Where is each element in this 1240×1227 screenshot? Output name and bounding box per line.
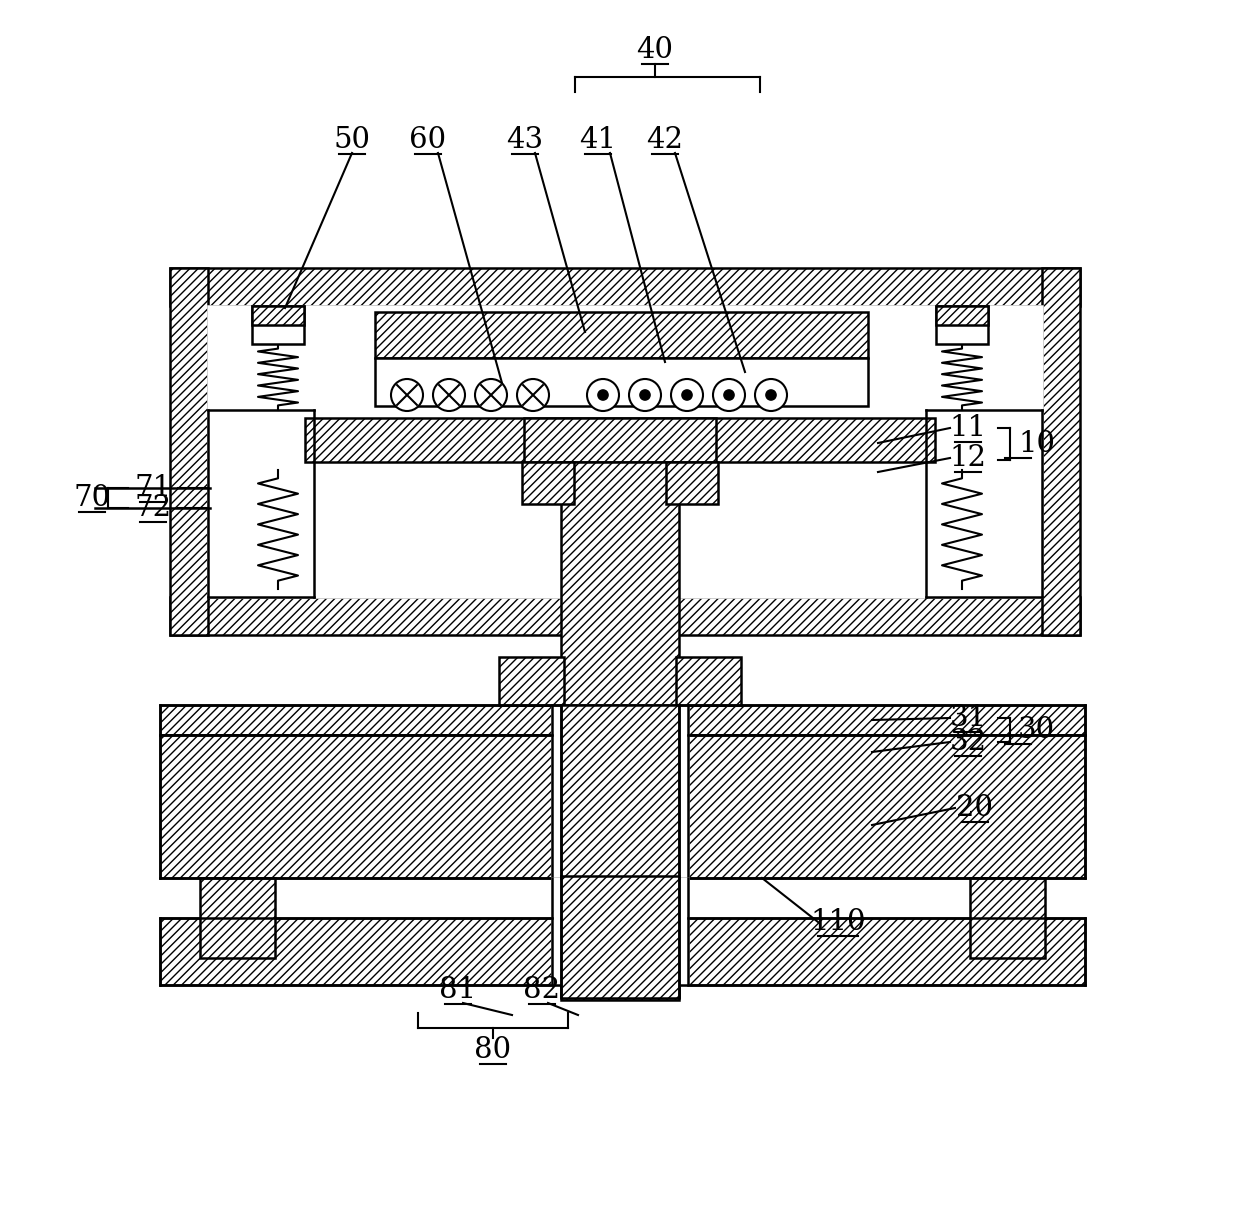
Circle shape	[755, 379, 787, 411]
Text: 82: 82	[523, 975, 560, 1004]
Circle shape	[724, 390, 734, 400]
Text: 32: 32	[950, 728, 987, 756]
Circle shape	[598, 390, 608, 400]
Circle shape	[766, 390, 776, 400]
Polygon shape	[560, 706, 680, 879]
Text: 80: 80	[475, 1036, 512, 1064]
Polygon shape	[170, 267, 1080, 306]
Text: 30: 30	[1018, 717, 1055, 744]
Text: 20: 20	[956, 794, 993, 822]
Polygon shape	[936, 306, 988, 344]
Circle shape	[517, 379, 549, 411]
Polygon shape	[305, 418, 935, 463]
Text: 43: 43	[506, 126, 543, 155]
Text: 12: 12	[950, 444, 987, 472]
Polygon shape	[666, 463, 718, 504]
Text: 50: 50	[334, 126, 371, 155]
Polygon shape	[208, 306, 1042, 598]
Polygon shape	[552, 706, 688, 879]
Polygon shape	[552, 879, 688, 985]
Polygon shape	[160, 918, 1085, 985]
Polygon shape	[525, 418, 715, 463]
Text: 41: 41	[579, 126, 616, 155]
Text: 11: 11	[950, 413, 987, 442]
Text: 110: 110	[810, 908, 866, 936]
Circle shape	[640, 390, 650, 400]
Polygon shape	[170, 598, 1080, 636]
Circle shape	[671, 379, 703, 411]
Polygon shape	[560, 463, 680, 1000]
Polygon shape	[970, 879, 1045, 958]
Polygon shape	[560, 876, 680, 998]
Text: 81: 81	[439, 975, 476, 1004]
Polygon shape	[498, 656, 564, 706]
Polygon shape	[160, 706, 1085, 735]
Polygon shape	[1042, 267, 1080, 636]
Polygon shape	[252, 306, 304, 325]
Circle shape	[682, 390, 692, 400]
Polygon shape	[936, 306, 988, 325]
Text: 70: 70	[73, 483, 110, 512]
Circle shape	[629, 379, 661, 411]
Circle shape	[587, 379, 619, 411]
Text: 72: 72	[134, 494, 171, 521]
Polygon shape	[252, 306, 304, 344]
Circle shape	[475, 379, 507, 411]
Text: 40: 40	[636, 36, 673, 64]
Circle shape	[713, 379, 745, 411]
Text: 42: 42	[646, 126, 683, 155]
Text: 60: 60	[409, 126, 446, 155]
Text: 10: 10	[1018, 429, 1055, 458]
Text: 71: 71	[134, 474, 171, 502]
Polygon shape	[374, 358, 868, 406]
Circle shape	[433, 379, 465, 411]
Circle shape	[391, 379, 423, 411]
Polygon shape	[676, 656, 742, 706]
Polygon shape	[522, 463, 574, 504]
Polygon shape	[200, 879, 275, 958]
Polygon shape	[160, 735, 1085, 879]
Polygon shape	[374, 312, 868, 358]
Text: 31: 31	[950, 704, 987, 733]
Polygon shape	[170, 267, 208, 636]
